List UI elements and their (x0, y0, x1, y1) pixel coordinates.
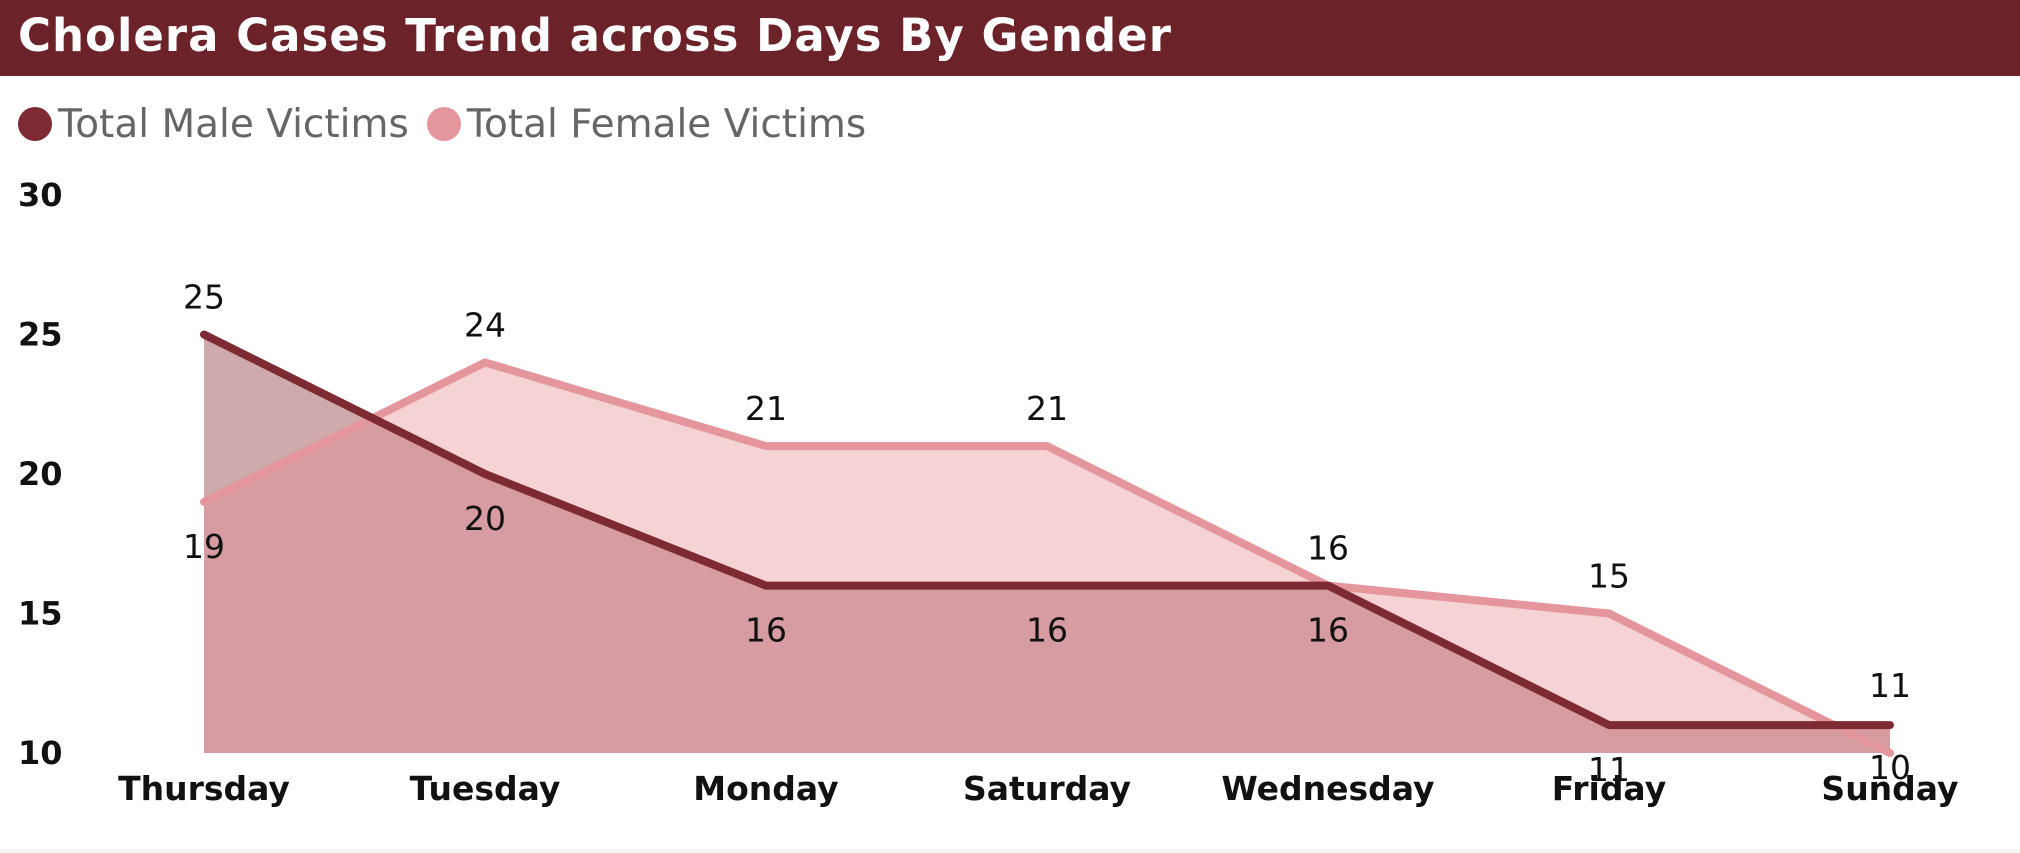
chart-area: 10 15 20 25 30 Thursday Tuesday Monday Saturday W… (0, 150, 2020, 849)
y-tick-label: 30 (18, 176, 63, 214)
title-bar: Cholera Cases Trend across Days By Gende… (0, 0, 2020, 76)
x-tick-label: Monday (693, 769, 838, 808)
area-chart-svg: 10 15 20 25 30 Thursday Tuesday Monday Saturday W… (18, 176, 1959, 808)
male-data-label: 25 (183, 278, 225, 317)
female-data-label: 21 (745, 389, 787, 428)
male-data-label: 16 (745, 611, 787, 650)
male-series-line[interactable] (200, 330, 1894, 730)
male-legend-dot-icon (18, 107, 52, 141)
male-data-label: 16 (1026, 611, 1068, 650)
male-data-label: 16 (1307, 611, 1349, 650)
legend-item-female[interactable]: Total Female Victims (426, 101, 867, 147)
x-tick-label: Tuesday (410, 769, 561, 808)
legend-item-male[interactable]: Total Male Victims (18, 102, 409, 147)
legend-label-male: Total Male Victims (58, 101, 409, 147)
male-area (204, 334, 1890, 753)
male-data-label: 11 (1869, 666, 1911, 705)
legend: Total Male Victims Total Female Victims (18, 98, 884, 150)
x-tick-label: Friday (1552, 769, 1666, 808)
legend-label-female: Total Female Victims (466, 101, 867, 147)
female-series-line[interactable] (200, 358, 1894, 757)
y-tick-label: 25 (18, 316, 63, 354)
y-tick-label: 10 (18, 734, 63, 772)
male-data-label: 20 (464, 499, 506, 538)
female-data-label: 16 (1307, 529, 1349, 568)
female-data-label: 15 (1588, 557, 1630, 596)
female-data-label: 19 (183, 527, 225, 566)
y-tick-label: 20 (18, 455, 63, 493)
female-legend-dot-icon (426, 107, 461, 141)
overlap-area (204, 334, 373, 502)
female-data-label: 21 (1026, 389, 1068, 428)
x-tick-label: Thursday (118, 769, 290, 808)
y-tick-label: 15 (18, 595, 63, 633)
x-tick-label: Saturday (963, 769, 1131, 808)
female-data-label: 10 (1869, 748, 1911, 787)
x-tick-label: Sunday (1821, 769, 1958, 808)
x-tick-label: Wednesday (1221, 769, 1434, 808)
female-data-label: 24 (464, 305, 506, 344)
chart-title: Cholera Cases Trend across Days By Gende… (18, 9, 1172, 62)
male-data-label: 11 (1588, 750, 1630, 789)
